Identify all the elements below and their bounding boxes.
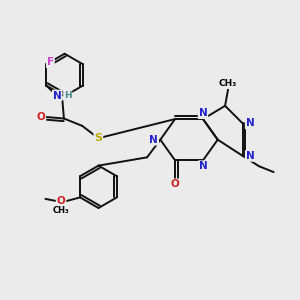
Text: S: S <box>94 133 102 143</box>
Text: O: O <box>57 196 65 206</box>
Text: O: O <box>37 112 45 122</box>
Text: N: N <box>246 118 254 128</box>
Text: H: H <box>64 91 72 100</box>
Text: N: N <box>199 161 207 171</box>
Text: N: N <box>246 151 254 161</box>
Text: N: N <box>53 91 62 100</box>
Text: CH₃: CH₃ <box>53 206 69 215</box>
Text: F: F <box>47 57 54 67</box>
Text: N: N <box>149 135 158 145</box>
Text: CH₃: CH₃ <box>219 79 237 88</box>
Text: O: O <box>171 179 179 190</box>
Text: N: N <box>199 108 207 118</box>
